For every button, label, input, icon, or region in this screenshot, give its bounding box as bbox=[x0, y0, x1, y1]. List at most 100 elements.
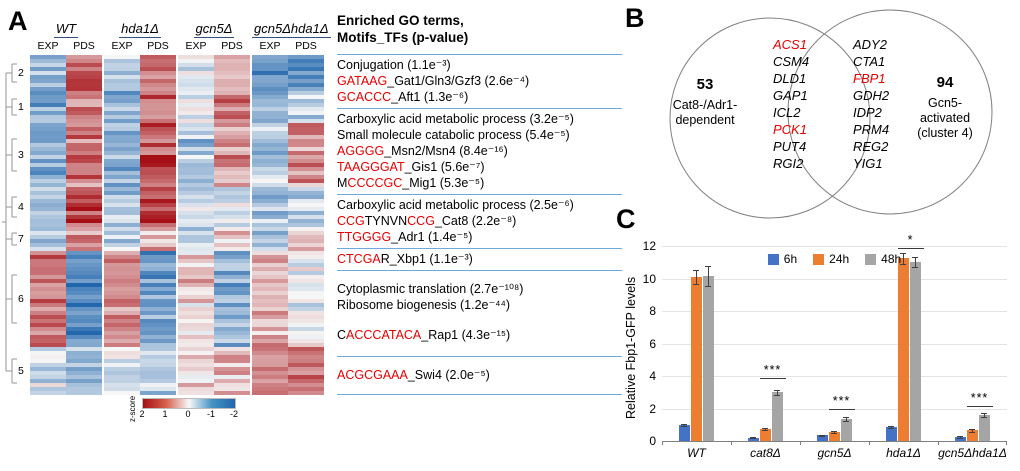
heatmap-cell bbox=[178, 343, 214, 347]
heatmap-cell bbox=[140, 67, 176, 71]
heatmap-cell bbox=[178, 331, 214, 335]
gridline bbox=[662, 278, 1007, 280]
heatmap-cell bbox=[140, 295, 176, 299]
heatmap-cell bbox=[214, 179, 250, 183]
heatmap-cell bbox=[178, 223, 214, 227]
heatmap-cell bbox=[66, 347, 102, 351]
heatmap-cell bbox=[104, 387, 140, 391]
bar-6h-gcn5Δhda1Δ bbox=[954, 436, 966, 441]
bar-48h-WT bbox=[702, 276, 714, 441]
heatmap-cell bbox=[214, 283, 250, 287]
heatmap-cell bbox=[140, 167, 176, 171]
heatmap-cell bbox=[214, 291, 250, 295]
heatmap-cell bbox=[288, 315, 324, 319]
error-bar bbox=[890, 426, 892, 429]
error-bar-cap bbox=[912, 267, 918, 269]
heatmap-cell bbox=[252, 303, 288, 307]
error-bar-cap bbox=[831, 433, 837, 435]
heatmap-cell bbox=[214, 99, 250, 103]
heatmap-cell bbox=[30, 159, 66, 163]
heatmap-cell bbox=[104, 111, 140, 115]
heatmap-row bbox=[30, 299, 324, 303]
heatmap-cell bbox=[104, 299, 140, 303]
heatmap-cell bbox=[178, 271, 214, 275]
heatmap-cell bbox=[288, 227, 324, 231]
heatmap-cell bbox=[104, 275, 140, 279]
heatmap-cell bbox=[66, 199, 102, 203]
heatmap-cell bbox=[30, 387, 66, 391]
significance-label: *** bbox=[832, 394, 851, 409]
heatmap-cell bbox=[214, 243, 250, 247]
heatmap-cell bbox=[178, 83, 214, 87]
heatmap-cell bbox=[252, 111, 288, 115]
heatmap-row bbox=[30, 287, 324, 291]
heatmap-cell bbox=[104, 155, 140, 159]
heatmap-cell bbox=[30, 367, 66, 371]
phase-label: PDS bbox=[221, 40, 243, 52]
phase-labels: EXP PDS bbox=[30, 40, 102, 52]
heatmap-cell bbox=[66, 223, 102, 227]
venn-gene-name: REG2 bbox=[853, 139, 889, 154]
heatmap-cell bbox=[252, 183, 288, 187]
venn-right-label: Gcn5- activated (cluster 4) bbox=[895, 96, 995, 141]
heatmap-cell bbox=[104, 351, 140, 355]
heatmap-cell bbox=[140, 243, 176, 247]
heatmap-cell bbox=[140, 159, 176, 163]
heatmap-cell bbox=[288, 279, 324, 283]
heatmap-cell bbox=[66, 71, 102, 75]
error-bar-cap bbox=[957, 437, 963, 439]
heatmap-cell bbox=[104, 143, 140, 147]
heatmap-cell bbox=[214, 255, 250, 259]
heatmap-row bbox=[30, 239, 324, 243]
heatmap-cell bbox=[288, 283, 324, 287]
cluster-dendrogram bbox=[2, 63, 17, 384]
strain-name-wrap: hda1Δ bbox=[104, 20, 176, 38]
heatmap-cell bbox=[288, 103, 324, 107]
heatmap-cell bbox=[66, 191, 102, 195]
category-label: gcn5Δhda1Δ bbox=[938, 446, 1007, 460]
heatmap-row bbox=[30, 375, 324, 379]
heatmap-cell bbox=[214, 87, 250, 91]
heatmap-cell bbox=[214, 203, 250, 207]
heatmap-column-headers: WT EXP PDS hda1Δ EXP PDS gcn5Δ EXP PDS gcn5Δhda1Δ… bbox=[30, 20, 331, 54]
heatmap-cell bbox=[288, 67, 324, 71]
heatmap-cell bbox=[140, 211, 176, 215]
heatmap-cell bbox=[104, 199, 140, 203]
heatmap-row bbox=[30, 111, 324, 115]
heatmap-cell bbox=[178, 111, 214, 115]
heatmap-cell bbox=[140, 63, 176, 67]
heatmap-cell bbox=[214, 71, 250, 75]
x-tick-mark bbox=[800, 441, 801, 445]
heatmap-cell bbox=[252, 323, 288, 327]
go-term-segment: CCCCGC bbox=[347, 176, 403, 190]
go-term-segment: _Swi4 (2.0e⁻⁵) bbox=[407, 368, 490, 382]
heatmap-cell bbox=[30, 327, 66, 331]
heatmap-cell bbox=[30, 83, 66, 87]
go-term-line: AGGGG_Msn2/Msn4 (8.4e⁻¹⁶) bbox=[337, 143, 622, 159]
category-label: WT bbox=[687, 446, 706, 460]
heatmap-cell bbox=[140, 55, 176, 59]
heatmap-cell bbox=[30, 231, 66, 235]
heatmap-cell bbox=[140, 251, 176, 255]
heatmap-cell bbox=[66, 83, 102, 87]
heatmap-cell bbox=[66, 239, 102, 243]
heatmap-cell bbox=[140, 283, 176, 287]
heatmap-cell bbox=[104, 87, 140, 91]
heatmap-cell bbox=[140, 303, 176, 307]
heatmap-cell bbox=[104, 127, 140, 131]
heatmap-cell bbox=[252, 267, 288, 271]
heatmap-cell bbox=[252, 203, 288, 207]
venn-gene-name: PRM4 bbox=[853, 122, 890, 137]
heatmap-cell bbox=[178, 375, 214, 379]
heatmap-cell bbox=[178, 123, 214, 127]
significance-line bbox=[759, 378, 786, 380]
heatmap-cell bbox=[252, 275, 288, 279]
heatmap-cell bbox=[66, 307, 102, 311]
error-bar-cap bbox=[705, 266, 711, 268]
heatmap-cell bbox=[252, 95, 288, 99]
heatmap-row bbox=[30, 291, 324, 295]
heatmap-cell bbox=[252, 151, 288, 155]
heatmap-cell bbox=[104, 255, 140, 259]
heatmap-cell bbox=[178, 263, 214, 267]
heatmap-cell bbox=[30, 247, 66, 251]
